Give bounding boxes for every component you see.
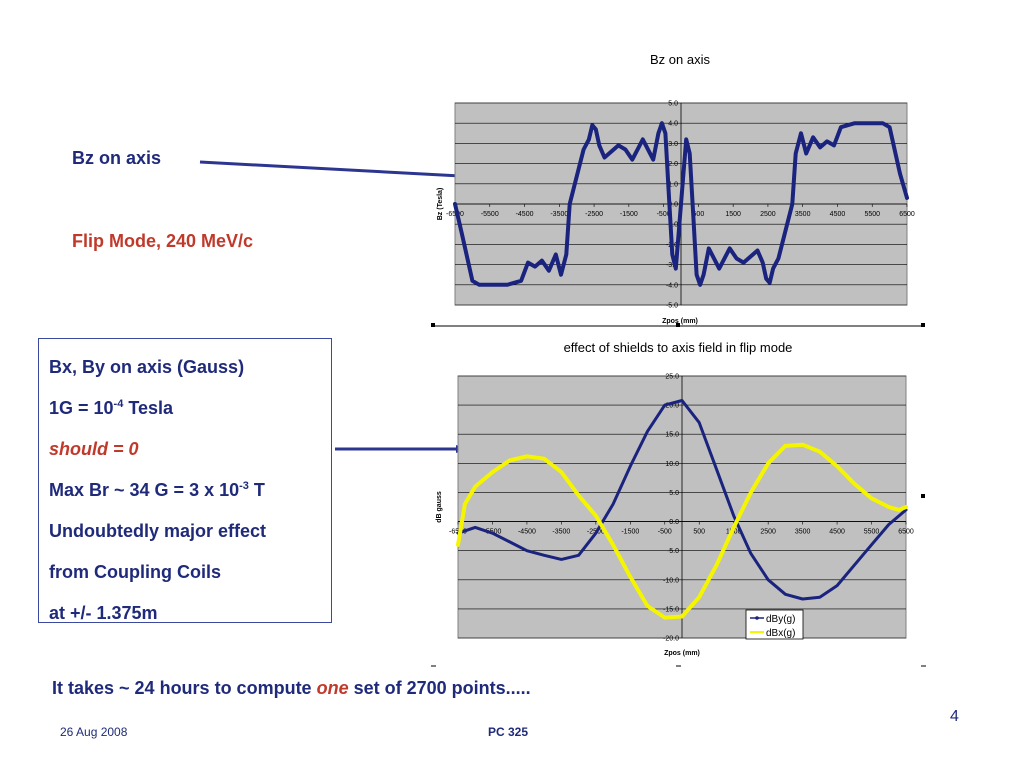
c2-series-line-1 <box>456 442 908 620</box>
c1-ytick-label: -3.0 <box>666 262 678 269</box>
c2-xtick-label: 6500 <box>898 529 914 536</box>
c2-ytick-label: -20.0 <box>663 636 679 643</box>
shield-chart-xlabel: Zpos (mm) <box>664 650 700 657</box>
c1-xtick-label: -5500 <box>481 211 499 218</box>
footer-date: 26 Aug 2008 <box>60 725 128 739</box>
arrow-to-bz-chart <box>199 160 499 182</box>
bz-chart-ylabel: Bz (Tesla) <box>437 188 444 221</box>
c1-ytick-label: 3.0 <box>668 141 678 148</box>
c1-xtick-label: -4500 <box>516 211 534 218</box>
c1-ytick-label: 1.0 <box>668 181 678 188</box>
bottom-note-part1: It takes ~ 24 hours to compute <box>52 678 317 698</box>
c2-xtick-label: 5500 <box>864 529 880 536</box>
bz-chart-title: Bz on axis <box>650 52 710 67</box>
footer-course: PC 325 <box>488 725 529 739</box>
notes-line-2-exponent: -4 <box>113 398 124 410</box>
c1-xtick-label: -6500 <box>446 211 464 218</box>
notes-line-4-unit: T <box>248 480 265 500</box>
c2-ytick-label: 20.0 <box>665 403 679 410</box>
chart-frame-handle-right <box>921 323 925 327</box>
bottom-note: It takes ~ 24 hours to compute one set o… <box>52 678 531 699</box>
bz-chart: Bz on axis 5.04.03.02.01.00.0-1.0-2.0-3.… <box>437 52 915 325</box>
notes-line-7: at +/- 1.375m <box>49 603 158 623</box>
legend-marker-dby <box>755 616 759 620</box>
shield-chart: effect of shields to axis field in flip … <box>436 340 914 657</box>
shield-chart-series <box>456 399 908 620</box>
c1-series-line-0 <box>453 121 909 287</box>
shield-chart-ylabel: dB gauss <box>436 491 443 523</box>
notes-line-2-text: 1G = 10 <box>49 398 114 418</box>
notes-textbox: Bx, By on axis (Gauss) 1G = 10-4 Tesla s… <box>38 338 332 623</box>
bz-on-axis-label: Bz on axis <box>72 148 162 168</box>
c1-xtick-label: -500 <box>657 211 671 218</box>
shield-chart-title: effect of shields to axis field in flip … <box>564 340 793 355</box>
notes-line-2-unit: Tesla <box>123 398 174 418</box>
notes-line-3: should = 0 <box>49 439 139 459</box>
notes-line-4-text: Max Br ~ 34 G = 3 x 10 <box>49 480 240 500</box>
shield-chart-grid <box>458 375 906 639</box>
c2-xtick-label: -500 <box>658 529 672 536</box>
notes-line-5: Undoubtedly major effect <box>49 521 267 541</box>
c2-series-line-0 <box>456 399 908 601</box>
chart-frame-handle-mid <box>676 323 680 327</box>
c2-ytick-label: 10.0 <box>665 461 679 468</box>
c2-xtick-label: 4500 <box>829 529 845 536</box>
legend-label-dby: dBy(g) <box>766 614 795 625</box>
flip-mode-label: Flip Mode, 240 MeV/c <box>72 231 254 251</box>
bottom-note-part3: set of 2700 points..... <box>348 678 531 698</box>
c2-xtick-label: 3500 <box>795 529 811 536</box>
c2-xtick-label: -3500 <box>552 529 570 536</box>
bz-chart-series <box>453 121 909 287</box>
notes-line-2: 1G = 10-4 Tesla <box>49 388 321 429</box>
c2-ytick-label: 15.0 <box>665 432 679 439</box>
legend-label-dbx: dBx(g) <box>766 628 795 639</box>
c2-xtick-label: -1500 <box>621 529 639 536</box>
c2-xtick-label: 2500 <box>760 529 776 536</box>
c1-xtick-label: 1500 <box>725 211 741 218</box>
c2-xtick-label: -4500 <box>518 529 536 536</box>
notes-line-4-exponent: -3 <box>239 480 249 492</box>
c2-ytick-label: -5.0 <box>667 548 679 555</box>
c2-ytick-label: 0.0 <box>669 519 679 526</box>
c2-ytick-label: -10.0 <box>663 577 679 584</box>
c1-ytick-label: 0.0 <box>668 202 678 209</box>
page-number: 4 <box>950 708 959 725</box>
c1-xtick-label: -3500 <box>550 211 568 218</box>
c1-ytick-label: 2.0 <box>668 161 678 168</box>
chart-frame-handle-side <box>921 494 925 498</box>
c1-ytick-label: 4.0 <box>668 121 678 128</box>
c2-ytick-label: 25.0 <box>665 374 679 381</box>
c1-ytick-label: -4.0 <box>666 282 678 289</box>
notes-line-6: from Coupling Coils <box>49 562 221 582</box>
c1-xtick-label: -2500 <box>585 211 603 218</box>
bz-chart-xlabel: Zpos (mm) <box>662 318 698 325</box>
c2-ytick-label: -15.0 <box>663 606 679 613</box>
c1-xtick-label: 5500 <box>864 211 880 218</box>
c1-ytick-label: 5.0 <box>668 101 678 108</box>
notes-line-4: Max Br ~ 34 G = 3 x 10-3 T <box>49 470 321 511</box>
shield-chart-legend: dBy(g) dBx(g) <box>745 609 804 640</box>
c2-xtick-label: 500 <box>693 529 705 536</box>
chart-frame-handle-left <box>431 323 435 327</box>
c1-xtick-label: 500 <box>693 211 705 218</box>
c1-xtick-label: -1500 <box>620 211 638 218</box>
c2-ytick-label: 5.0 <box>669 490 679 497</box>
c1-xtick-label: 2500 <box>760 211 776 218</box>
legend-box <box>745 609 804 640</box>
notes-line-1: Bx, By on axis (Gauss) <box>49 357 245 377</box>
bottom-note-emphasis: one <box>316 678 349 698</box>
c1-xtick-label: 6500 <box>899 211 915 218</box>
c1-xtick-label: 4500 <box>830 211 846 218</box>
c1-ytick-label: -5.0 <box>666 303 678 310</box>
c1-xtick-label: 3500 <box>795 211 811 218</box>
